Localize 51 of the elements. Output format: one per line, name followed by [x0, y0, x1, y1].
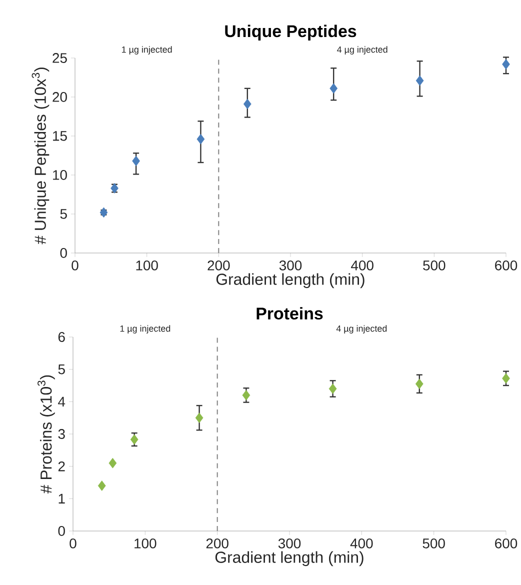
chart-title: Unique Peptides — [225, 24, 356, 41]
y-tick-label: 4 — [58, 396, 66, 406]
y-axis-title: # Proteins (x10$^{3}$) — [38, 375, 55, 494]
y-tick-label: 5 — [60, 209, 67, 219]
y-tick-label: 1 — [58, 494, 65, 504]
x-tick-label: 300 — [279, 260, 302, 270]
y-tick-label: 3 — [58, 429, 65, 439]
point — [416, 75, 424, 86]
x-tick-label: 600 — [495, 260, 518, 270]
point — [196, 134, 205, 144]
x-tick-label: 400 — [351, 260, 374, 270]
x-tick-label: 100 — [134, 538, 156, 548]
text: 1 µg injected — [120, 325, 170, 334]
point — [108, 458, 117, 468]
y-tick-label: 6 — [58, 332, 65, 342]
x-tick-label: 0 — [72, 260, 78, 270]
text: 1 µg injected — [122, 46, 172, 54]
y-tick-label: 15 — [53, 131, 67, 141]
x-axis-title: Gradient length (min) — [216, 273, 364, 288]
y-tick-label: 0 — [58, 526, 65, 536]
text: 4 µg injected — [336, 325, 387, 334]
x-tick-label: 0 — [70, 538, 76, 548]
point — [330, 83, 338, 94]
point — [328, 384, 337, 394]
y-tick-label: 20 — [52, 92, 67, 102]
y-tick-label: 0 — [60, 248, 67, 258]
x-tick-label: 500 — [423, 260, 446, 270]
point — [243, 98, 252, 110]
point — [100, 207, 108, 218]
y-tick-label: 5 — [58, 364, 65, 374]
x-tick-label: 300 — [278, 538, 301, 548]
point — [98, 480, 106, 491]
text: 4 µg injected — [337, 46, 388, 54]
point — [242, 390, 250, 400]
x-tick-label: 200 — [208, 260, 230, 270]
x-tick-label: 600 — [495, 538, 518, 548]
x-tick-label: 400 — [350, 538, 373, 548]
y-tick-label: 10 — [53, 170, 67, 180]
point — [502, 373, 510, 384]
y-tick-label: 25 — [52, 53, 67, 63]
y-tick-label: 2 — [58, 461, 65, 472]
x-tick-label: 200 — [206, 538, 228, 548]
point — [132, 156, 140, 166]
x-axis-title: Gradient length (min) — [215, 551, 364, 566]
point — [130, 434, 138, 445]
y-axis-title: # Unique Peptides (10x$^{3}$) — [32, 68, 50, 244]
x-tick-label: 500 — [422, 538, 445, 548]
point — [195, 412, 204, 424]
x-tick-label: 100 — [136, 260, 158, 270]
chart-title: Proteins — [256, 307, 323, 320]
point — [415, 378, 424, 390]
